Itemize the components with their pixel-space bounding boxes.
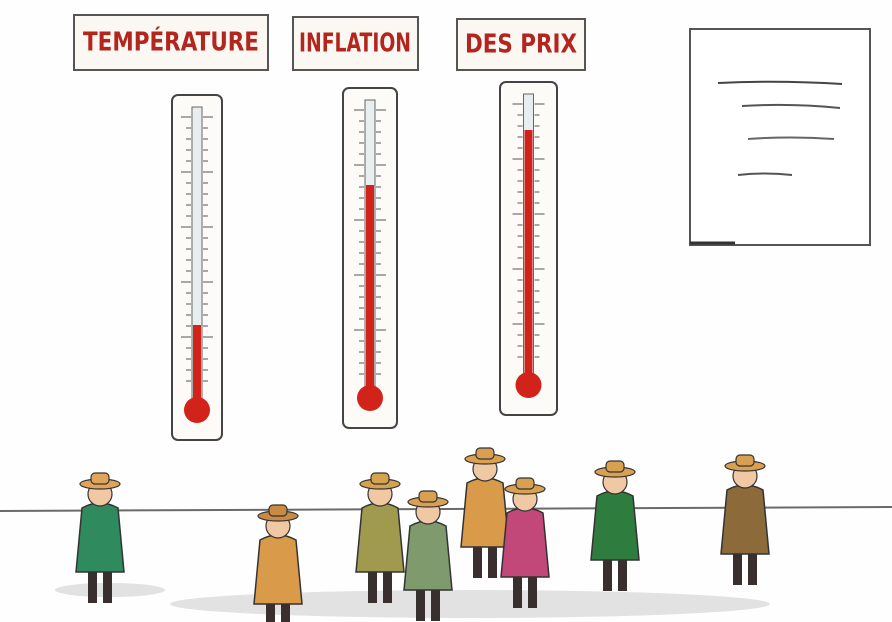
thermometer-bulb xyxy=(357,385,383,411)
sign-text: DES PRIX xyxy=(465,30,577,60)
thermometer-mercury xyxy=(525,130,533,385)
person-hat-crown xyxy=(516,478,534,489)
person-coat xyxy=(356,503,404,572)
person-hat-crown xyxy=(91,473,109,484)
thermometer-bulb xyxy=(184,397,210,423)
person-coat xyxy=(76,503,124,572)
illustration: TEMPÉRATURE INFLATION DES PRIX xyxy=(0,0,892,622)
person-coat xyxy=(404,521,452,590)
person-coat xyxy=(461,478,509,547)
person-hat-crown xyxy=(476,448,494,459)
person-hat-crown xyxy=(606,461,624,472)
person-coat xyxy=(591,491,639,560)
sign-text: INFLATION xyxy=(299,29,411,59)
person-hat-crown xyxy=(736,455,754,466)
person-hat-crown xyxy=(371,473,389,484)
person-hat-crown xyxy=(269,505,287,516)
sign-text: TEMPÉRATURE xyxy=(83,26,259,58)
person-coat xyxy=(721,485,769,554)
person-coat xyxy=(501,508,549,577)
person-hat-crown xyxy=(419,491,437,502)
thermometer-bulb xyxy=(516,372,542,398)
thermometer-mercury xyxy=(366,185,374,398)
page: TEMPÉRATURE INFLATION DES PRIX (() => { … xyxy=(0,0,892,622)
person-coat xyxy=(254,535,302,604)
